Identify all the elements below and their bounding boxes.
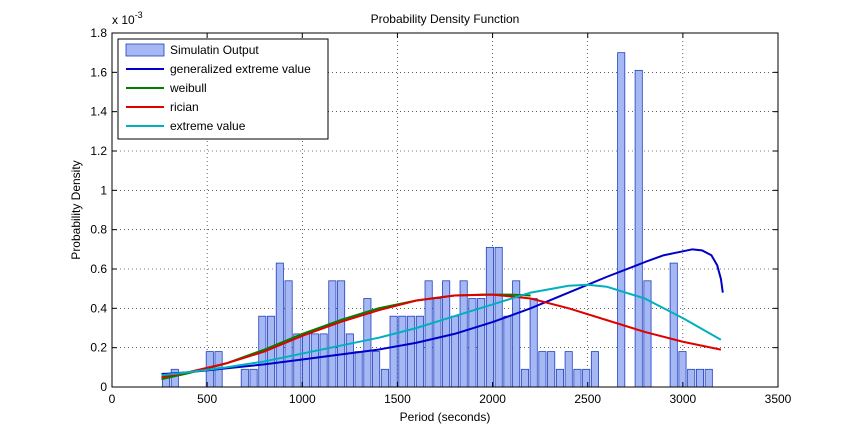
x-tick-label: 1000 [289,392,316,406]
histogram-bar [354,351,363,388]
fit-curve-rician [161,293,722,379]
histogram-bar [170,368,179,388]
x-tick-label: 3500 [765,392,792,406]
y-tick-label: 1.8 [90,26,107,40]
histogram-bar [372,351,381,388]
histogram-bar [485,246,494,388]
y-tick-label: 1.4 [90,105,107,119]
histogram-bar [302,333,311,388]
histogram-bar [240,368,249,388]
y-tick-label: 0.2 [90,341,107,355]
histogram-bar [337,280,346,388]
y-tick-label: 0 [100,380,107,394]
histogram-bar [695,368,704,388]
y-exponent-label: x 10-3 [112,10,143,27]
histogram-bar [459,280,468,388]
histogram-bar [328,280,337,388]
y-tick-label: 0.4 [90,301,107,315]
legend-entry-label: extreme value [170,119,246,133]
histogram-bar [494,246,503,388]
histogram-bar [319,333,328,388]
legend-entry-label: weibull [169,81,207,95]
chart-title: Probability Density Function [371,12,520,26]
histogram-bar [345,333,354,388]
y-tick-label: 1 [100,183,107,197]
histogram-bar [433,298,442,388]
histogram-bar [617,52,626,388]
histogram-bar [547,351,556,388]
x-tick-label: 0 [109,392,116,406]
histogram-bar [704,368,713,388]
x-tick-label: 2500 [574,392,601,406]
histogram-bar [564,351,573,388]
fit-curve-extreme-value [161,283,722,377]
legend-entry-label: Simulatin Output [170,43,259,57]
histogram-bar [310,333,319,388]
histogram-bar [477,298,486,388]
fit-curves [161,248,724,381]
legend-entry-label: rician [170,100,199,114]
histogram-bar [275,262,284,388]
x-tick-label: 1500 [384,392,411,406]
histogram-bar [284,280,293,388]
histogram-bar [520,368,529,388]
histogram-bar [249,368,258,388]
y-tick-label: 1.2 [90,144,107,158]
histogram-bar [573,368,582,388]
histogram-bar [267,315,276,388]
legend-swatch-histogram [125,43,165,57]
plot-frame [111,32,779,388]
histogram-bar [582,368,591,388]
histogram-bar [590,351,599,388]
x-tick-label: 500 [197,392,217,406]
histogram-bar [398,315,407,388]
histogram-bar [424,280,433,388]
fit-curve-generalized-extreme-value [161,248,724,376]
histogram-bar [380,368,389,388]
x-axis-title: Period (seconds) [400,410,491,424]
histogram-bar [678,351,687,388]
legend-entry-label: generalized extreme value [170,62,311,76]
axis-ticks: 0 500 1000 1500 2000 2500 3000 3500 0 0.2 0.4 0.6 0.… [90,26,791,406]
histogram-bar [450,315,459,388]
histogram-bars [162,52,713,388]
histogram-bar [669,262,678,388]
histogram-bar [389,315,398,388]
y-tick-label: 1.6 [90,65,107,79]
histogram-bar [634,69,643,388]
histogram-bar [503,315,512,388]
y-tick-label: 0.6 [90,262,107,276]
histogram-bar [407,315,416,388]
x-tick-label: 3000 [670,392,697,406]
histogram-bar [687,368,696,388]
y-axis-title: Probability Density [69,160,83,259]
y-tick-label: 0.8 [90,223,107,237]
histogram-bar [538,351,547,388]
histogram-bar [555,368,564,388]
x-tick-label: 2000 [479,392,506,406]
legend: Simulatin Output generalized extreme valu… [117,38,329,140]
histogram-bar [529,298,538,388]
